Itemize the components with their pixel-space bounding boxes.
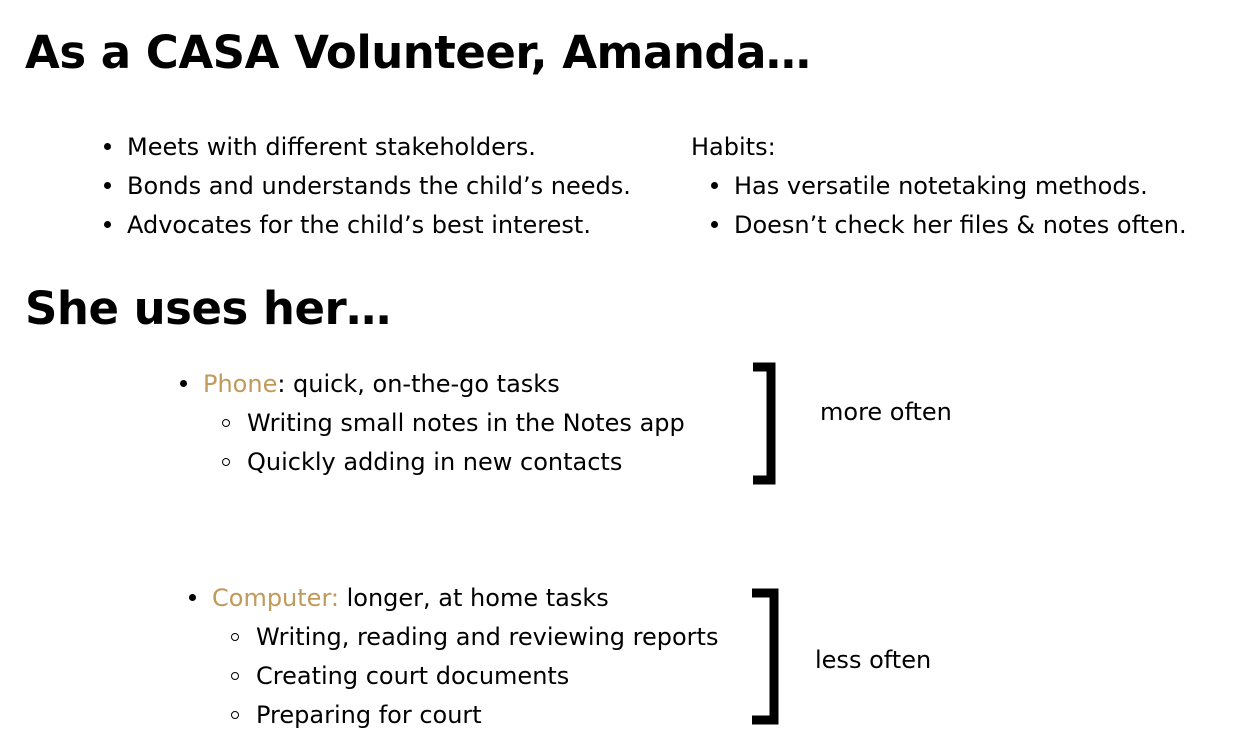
bullet-icon (180, 380, 187, 387)
device-line: Phone: quick, on-the-go tasks (203, 372, 560, 396)
device-description: longer, at home tasks (338, 584, 609, 612)
task-item: Quickly adding in new contacts (247, 448, 623, 476)
role-item: Meets with different stakeholders. (127, 133, 536, 161)
habit-item: Doesn’t check her files & notes often. (734, 211, 1187, 239)
frequency-label: less often (815, 646, 932, 674)
habits-heading: Habits: (691, 133, 776, 161)
bullet-icon (104, 143, 111, 150)
bracket-icon (752, 588, 779, 725)
sub-bullet-icon (231, 633, 239, 641)
sub-bullet-icon (231, 711, 239, 719)
device-line: Computer: longer, at home tasks (212, 586, 609, 610)
task-item: Writing small notes in the Notes app (247, 409, 685, 437)
bracket-icon (753, 362, 776, 485)
sub-bullet-icon (222, 419, 230, 427)
device-name: Phone (203, 370, 278, 398)
habit-item: Has versatile notetaking methods. (734, 172, 1148, 200)
section-subtitle: She uses her… (25, 282, 391, 335)
bullet-icon (104, 182, 111, 189)
task-item: Creating court documents (256, 662, 570, 690)
frequency-label: more often (820, 398, 952, 426)
bullet-icon (711, 182, 718, 189)
device-description: : quick, on-the-go tasks (277, 370, 560, 398)
task-item: Writing, reading and reviewing reports (256, 623, 719, 651)
task-item: Preparing for court (256, 701, 482, 729)
role-item: Bonds and understands the child’s needs. (127, 172, 631, 200)
sub-bullet-icon (231, 672, 239, 680)
sub-bullet-icon (222, 458, 230, 466)
bullet-icon (189, 594, 196, 601)
role-item: Advocates for the child’s best interest. (127, 211, 591, 239)
bullet-icon (711, 221, 718, 228)
page-title: As a CASA Volunteer, Amanda… (25, 26, 811, 79)
bullet-icon (104, 221, 111, 228)
device-name: Computer: (212, 584, 339, 612)
